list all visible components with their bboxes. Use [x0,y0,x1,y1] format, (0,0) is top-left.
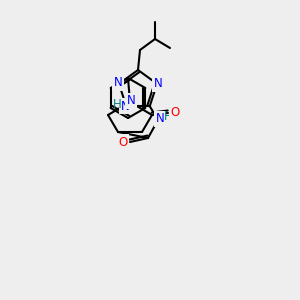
Text: N: N [121,100,130,113]
Text: N: N [114,76,122,89]
Text: O: O [170,106,180,119]
Text: N: N [156,112,164,125]
Text: H: H [164,110,172,124]
Text: O: O [118,136,127,148]
Text: N: N [127,94,135,107]
Text: H: H [113,98,122,111]
Text: N: N [154,77,162,90]
